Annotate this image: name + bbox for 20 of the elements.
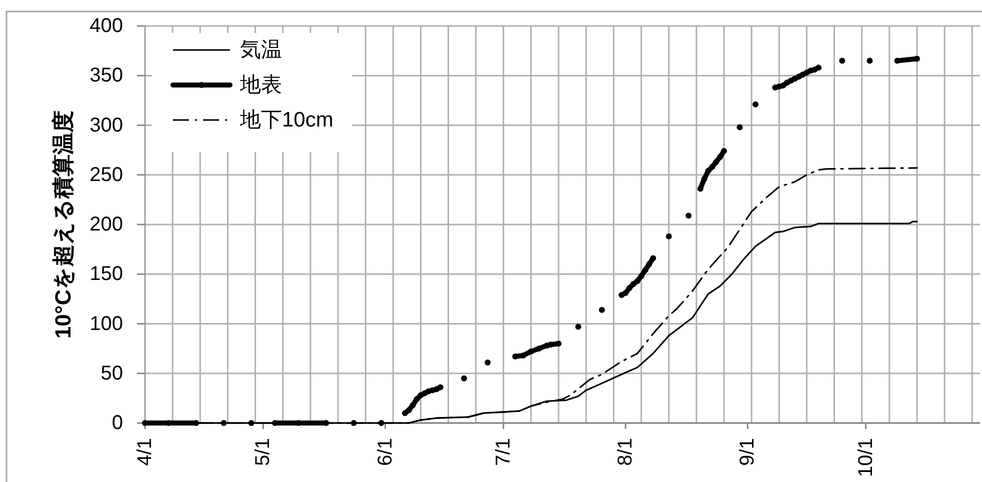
y-tick-label: 0 bbox=[112, 412, 123, 434]
legend-label: 気温 bbox=[240, 38, 282, 62]
y-tick-label: 50 bbox=[100, 362, 123, 384]
y-tick-label: 300 bbox=[90, 114, 123, 136]
x-tick-label: 4/1 bbox=[134, 438, 156, 466]
y-axis-title: 10°Cを超える積算温度 bbox=[50, 110, 76, 339]
x-tick-label: 8/1 bbox=[614, 438, 637, 466]
y-tick-label: 150 bbox=[90, 263, 123, 286]
y-tick-label: 100 bbox=[90, 312, 123, 335]
y-tick-label: 400 bbox=[90, 15, 123, 37]
x-tick-label: 5/1 bbox=[252, 438, 274, 466]
x-tick-label: 9/1 bbox=[736, 438, 759, 466]
x-tick-label: 7/1 bbox=[492, 438, 514, 466]
legend-label: 地下10cm bbox=[239, 108, 334, 132]
x-tick-label: 10/1 bbox=[854, 438, 877, 477]
y-tick-label: 350 bbox=[90, 64, 123, 87]
legend-label: 地表 bbox=[239, 74, 282, 96]
y-tick-label: 200 bbox=[90, 214, 123, 236]
y-tick-label: 250 bbox=[90, 164, 123, 186]
x-tick-label: 6/1 bbox=[374, 438, 396, 466]
